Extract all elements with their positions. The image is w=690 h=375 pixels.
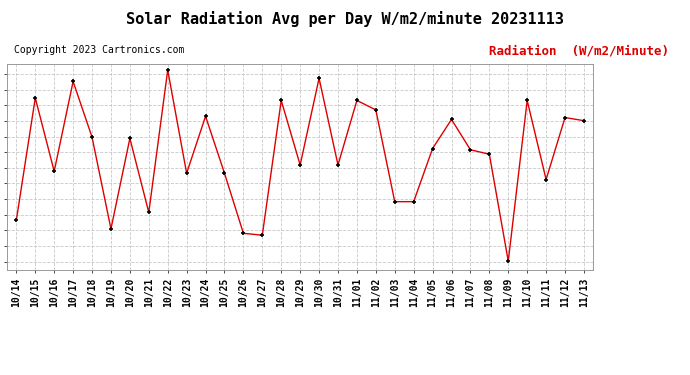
Point xyxy=(181,170,192,176)
Point xyxy=(106,226,117,232)
Point xyxy=(408,199,420,205)
Point xyxy=(257,232,268,238)
Point xyxy=(333,162,344,168)
Point xyxy=(540,177,551,183)
Text: Solar Radiation Avg per Day W/m2/minute 20231113: Solar Radiation Avg per Day W/m2/minute … xyxy=(126,11,564,27)
Point xyxy=(446,116,457,122)
Point xyxy=(30,95,41,101)
Point xyxy=(86,134,97,140)
Point xyxy=(238,230,249,236)
Point xyxy=(522,98,533,104)
Point xyxy=(124,135,135,141)
Point xyxy=(219,170,230,176)
Point xyxy=(389,199,400,205)
Point xyxy=(11,217,22,223)
Text: Radiation  (W/m2/Minute): Radiation (W/m2/Minute) xyxy=(489,45,669,58)
Point xyxy=(200,113,211,119)
Point xyxy=(484,151,495,157)
Point xyxy=(68,78,79,84)
Text: Copyright 2023 Cartronics.com: Copyright 2023 Cartronics.com xyxy=(14,45,184,55)
Point xyxy=(144,209,155,215)
Point xyxy=(313,75,324,81)
Point xyxy=(503,258,514,264)
Point xyxy=(560,114,571,120)
Point xyxy=(371,107,382,113)
Point xyxy=(276,98,287,104)
Point xyxy=(427,146,438,152)
Point xyxy=(578,118,589,124)
Point xyxy=(162,67,173,73)
Point xyxy=(49,168,60,174)
Point xyxy=(465,147,476,153)
Point xyxy=(295,162,306,168)
Point xyxy=(351,98,362,104)
